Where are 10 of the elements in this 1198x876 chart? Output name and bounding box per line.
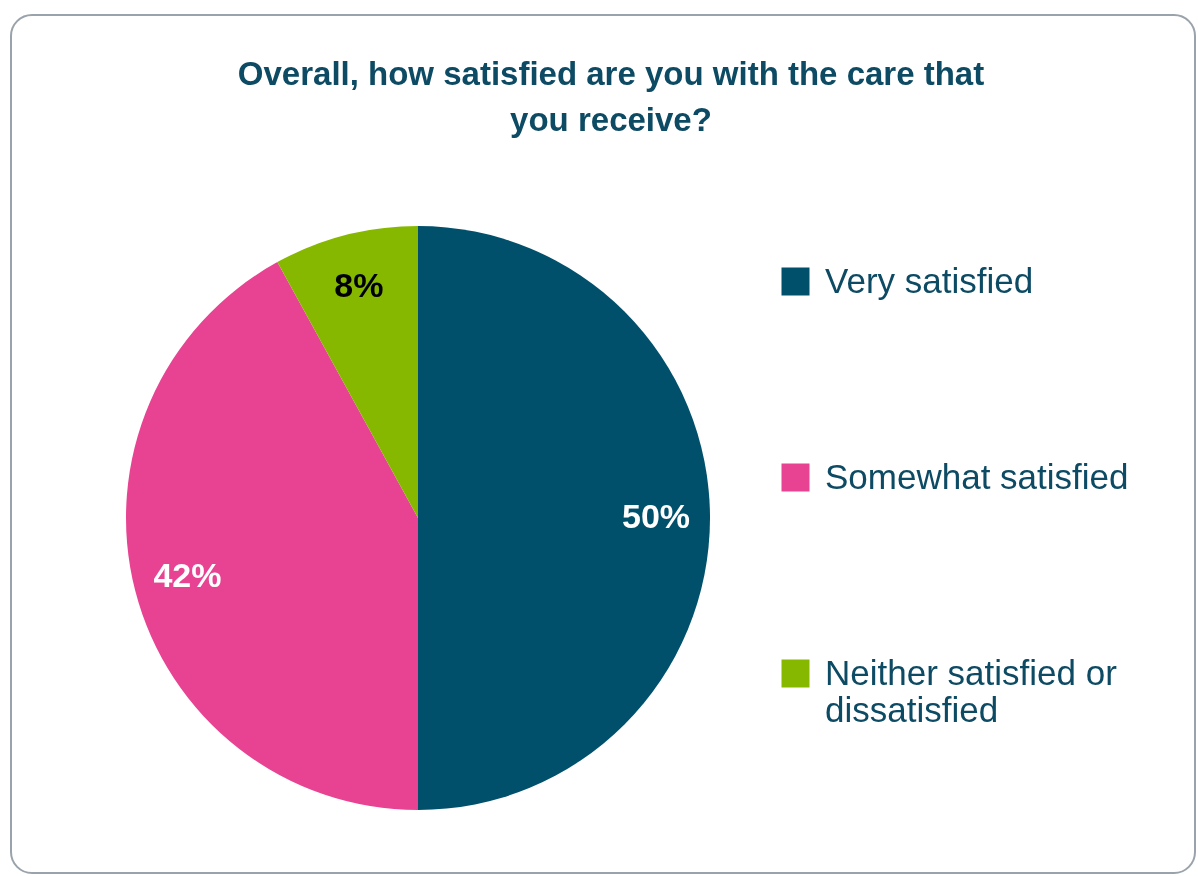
data-label: 8% <box>334 266 384 305</box>
chart-title: Overall, how satisfied are you with the care that you receive? <box>237 55 985 138</box>
legend-label: Neither satisfied or dissatisfied <box>825 652 1118 729</box>
data-label: 50% <box>621 497 691 535</box>
data-label: 42% <box>153 556 222 595</box>
pie-slice <box>277 226 418 518</box>
pie-slice <box>126 262 418 810</box>
legend-label: Very satisfied <box>825 260 1034 300</box>
pie-slice <box>418 226 710 810</box>
legend-label: Somewhat satisfied <box>825 456 1129 496</box>
